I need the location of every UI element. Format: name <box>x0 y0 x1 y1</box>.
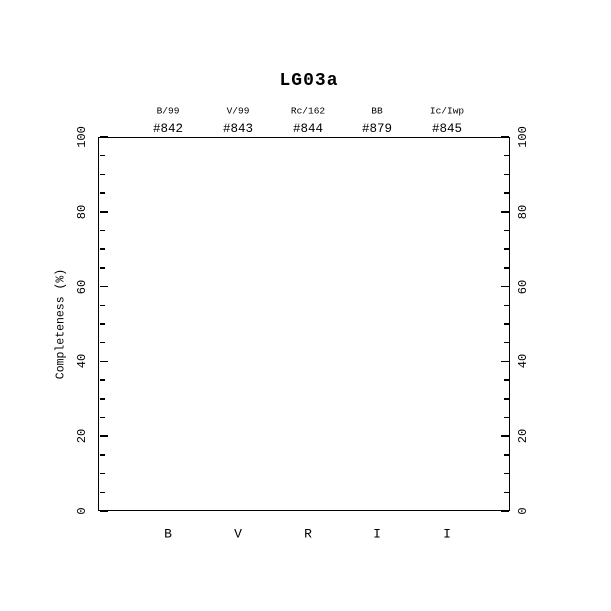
y-tick-label-left: 100 <box>75 126 89 148</box>
y-axis-tick-right <box>503 154 509 157</box>
y-axis-tick-left <box>99 136 108 138</box>
column-filter-label: BB <box>371 105 383 117</box>
x-category-label: I <box>443 526 451 542</box>
y-axis-tick-right <box>500 510 509 512</box>
chart-title: LG03a <box>279 71 339 91</box>
y-tick-label-left: 0 <box>75 507 89 515</box>
y-axis-tick-left <box>99 211 108 213</box>
plot-frame <box>98 137 510 511</box>
column-image-number: #844 <box>292 122 324 136</box>
y-axis-tick-left <box>99 491 105 494</box>
y-axis-tick-left <box>99 323 105 325</box>
y-axis-tick-left <box>99 154 105 157</box>
y-axis-tick-left <box>99 229 105 232</box>
y-axis-tick-left <box>99 454 105 456</box>
y-axis-tick-left <box>99 304 105 307</box>
y-axis-tick-right <box>503 379 509 381</box>
y-axis-tick-left <box>99 173 105 176</box>
y-axis-label: Completeness (%) <box>54 268 68 380</box>
y-axis-tick-right <box>503 491 509 494</box>
y-axis-tick-right <box>503 229 509 232</box>
y-axis-tick-left <box>99 435 108 437</box>
column-filter-label: B/99 <box>156 105 180 117</box>
y-axis-tick-right <box>500 211 509 213</box>
y-axis-tick-left <box>99 379 105 381</box>
column-filter-label: V/99 <box>226 105 250 117</box>
y-axis-tick-right <box>500 136 509 138</box>
y-axis-tick-right <box>503 472 509 475</box>
y-axis-tick-left <box>99 248 105 250</box>
y-axis-tick-left <box>99 472 105 475</box>
y-axis-tick-left <box>99 398 105 400</box>
x-category-label: V <box>234 526 242 542</box>
x-category-label: I <box>373 526 381 542</box>
y-tick-label-left: 40 <box>75 354 89 369</box>
y-axis-tick-right <box>500 285 509 288</box>
y-axis-tick-right <box>503 398 509 400</box>
y-tick-label-right: 0 <box>516 507 530 515</box>
y-axis-tick-left <box>99 285 108 288</box>
x-category-label: B <box>164 526 172 542</box>
y-tick-label-left: 20 <box>75 428 89 444</box>
y-axis-tick-left <box>99 510 108 512</box>
y-axis-tick-right <box>500 360 509 363</box>
column-image-number: #879 <box>361 122 393 136</box>
y-tick-label-left: 60 <box>75 279 89 294</box>
column-filter-label: Rc/162 <box>290 105 326 117</box>
y-tick-label-right: 20 <box>516 428 530 444</box>
column-image-number: #842 <box>152 122 184 136</box>
y-axis-tick-right <box>503 248 509 250</box>
y-axis-tick-left <box>99 267 105 269</box>
y-tick-label-right: 40 <box>516 354 530 369</box>
y-axis-tick-left <box>99 360 108 363</box>
y-axis-tick-right <box>503 323 509 325</box>
y-axis-tick-right <box>500 435 509 437</box>
column-image-number: #845 <box>431 122 463 136</box>
column-image-number: #843 <box>222 122 254 136</box>
y-axis-tick-left <box>99 192 105 194</box>
y-axis-tick-right <box>503 192 509 194</box>
y-axis-tick-right <box>503 173 509 176</box>
y-tick-label-left: 80 <box>75 204 89 219</box>
y-axis-tick-left <box>99 416 105 419</box>
column-filter-label: Ic/Iwp <box>429 105 465 117</box>
y-axis-tick-left <box>99 341 105 344</box>
y-tick-label-right: 100 <box>516 126 530 148</box>
y-axis-tick-right <box>503 267 509 269</box>
y-axis-tick-right <box>503 416 509 419</box>
y-tick-label-right: 80 <box>516 204 530 219</box>
x-category-label: R <box>304 526 312 542</box>
y-tick-label-right: 60 <box>516 279 530 294</box>
y-axis-tick-right <box>503 304 509 307</box>
y-axis-tick-right <box>503 341 509 344</box>
y-axis-tick-right <box>503 454 509 456</box>
